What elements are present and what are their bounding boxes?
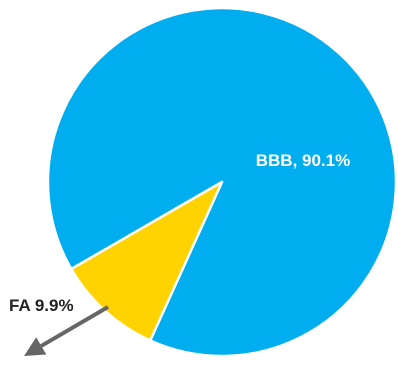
fa-callout-arrowhead bbox=[24, 337, 47, 356]
fa-callout-arrow bbox=[40, 305, 110, 348]
slice-label-fa: FA 9.9% bbox=[9, 296, 74, 315]
slice-label-bbb: BBB, 90.1% bbox=[256, 151, 350, 170]
pie-slices bbox=[46, 6, 398, 358]
